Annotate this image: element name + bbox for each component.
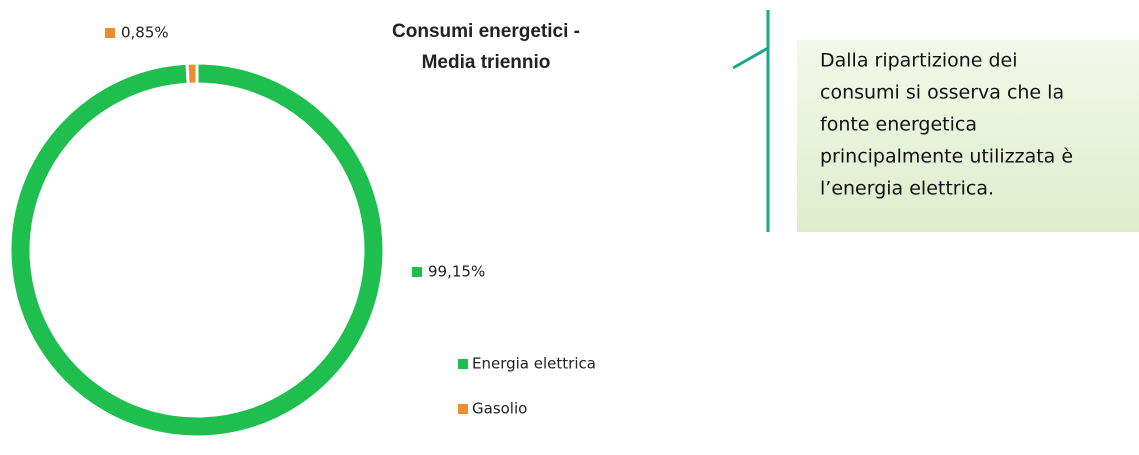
callout-box [797,40,1139,232]
chart-title: Consumi energetici - [392,21,580,42]
callout-line-text: principalmente utilizzata è [820,146,1073,168]
legend-label: Energia elettrica [472,355,596,373]
label-marker [412,267,422,277]
callout-text: Dalla ripartizione dei consumi si osserva… [820,50,1073,200]
legend-label: Gasolio [472,400,527,418]
callout-pointer [732,46,769,70]
legend-marker [458,404,468,414]
data-label: 99,15% [428,263,485,281]
data-label: 0,85% [121,24,169,42]
donut-segment [8,61,386,439]
callout-line-text: l’energia elettrica. [820,178,994,200]
callout-line-text: Dalla ripartizione dei [820,50,1018,72]
callout-line-text: fonte energetica [820,114,977,136]
callout-line-text: consumi si osserva che la [820,82,1064,104]
donut-segment [185,61,199,86]
chart-title: Media triennio [422,52,551,73]
legend-marker [458,359,468,369]
label-marker [105,28,115,38]
